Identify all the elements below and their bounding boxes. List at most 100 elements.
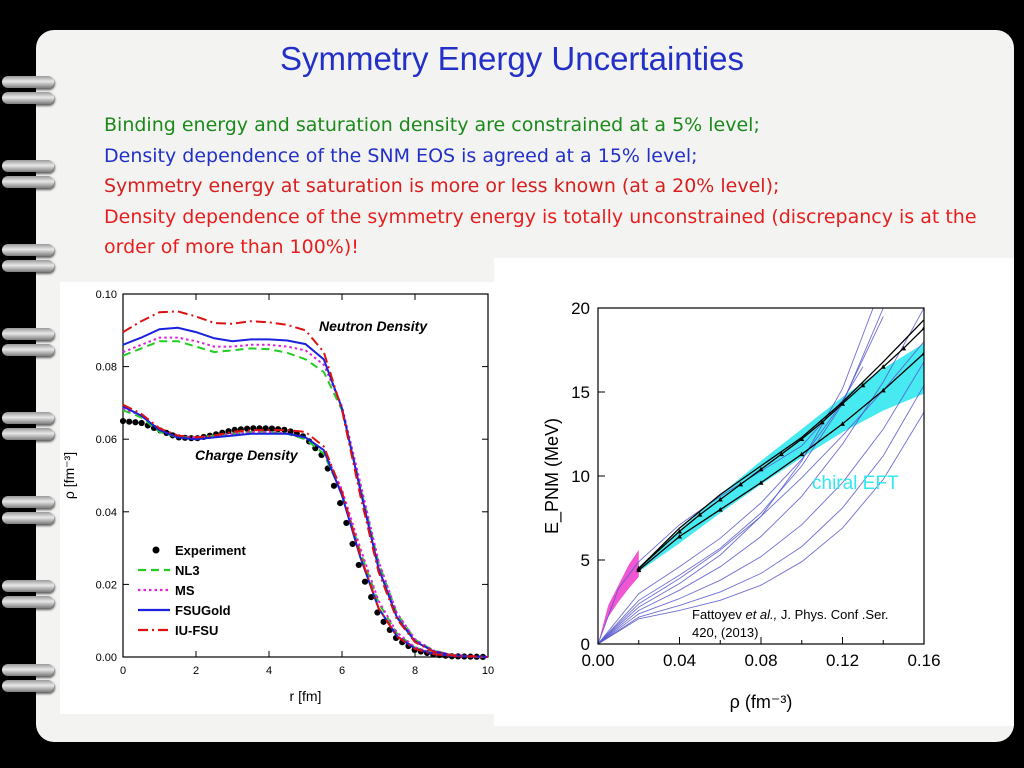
- binding-ring: [2, 412, 54, 424]
- series-marker: [717, 497, 723, 502]
- binding-ring: [2, 580, 54, 592]
- x-tick-label: 4: [266, 665, 272, 677]
- experiment-point: [281, 426, 288, 433]
- binding-ring: [2, 176, 54, 188]
- experiment-point: [349, 540, 356, 548]
- y-tick-label: 0.06: [96, 434, 117, 446]
- binding-ring: [2, 428, 54, 440]
- y-tick-label: 10: [571, 467, 590, 486]
- binding-ring: [2, 260, 54, 272]
- y-tick-label: 0.04: [96, 507, 117, 519]
- series-marker: [758, 480, 764, 485]
- y-tick-label: 0.10: [96, 289, 117, 301]
- plot-area: [598, 308, 924, 644]
- y-tick-label: 5: [581, 551, 590, 570]
- slide-title: Symmetry Energy Uncertainties: [280, 40, 744, 77]
- series-marker: [840, 401, 845, 406]
- model-curve: [598, 308, 884, 644]
- x-tick-label: 0.08: [744, 651, 777, 670]
- experiment-point: [374, 609, 381, 616]
- series-marker: [880, 364, 886, 369]
- experiment-point: [225, 428, 232, 435]
- citation-line-2: 420, (2013): [692, 625, 759, 640]
- legend-entry-iu-fsu: IU-FSU: [138, 623, 218, 638]
- x-tick-label: 0: [120, 665, 126, 677]
- y-tick-label: 15: [571, 383, 590, 402]
- experiment-point: [138, 419, 145, 427]
- legend-label: FSUGold: [175, 603, 231, 618]
- binding-ring: [2, 664, 54, 676]
- series-marker: [717, 507, 723, 512]
- y-axis-label: ρ [fm⁻³]: [61, 452, 77, 499]
- series-charge-iu-fsu: [122, 403, 489, 658]
- experiment-point: [330, 482, 338, 489]
- binding-ring: [2, 596, 54, 608]
- pnm-energy-figure: 0.00 0.04 0.08 0.12 0.16 0 5 10 15 20 ρ (fm⁻³) E_PN…: [494, 258, 1014, 726]
- series-marker: [880, 387, 886, 393]
- series-line: [638, 319, 924, 569]
- legend-marker: [152, 546, 160, 554]
- experiment-point: [361, 578, 369, 585]
- series-marker: [799, 436, 805, 442]
- x-tick-label: 0.04: [663, 651, 696, 670]
- citation-line-1: Fattoyev et al., J. Phys. Conf .Ser.: [692, 607, 889, 622]
- band-low-density: [598, 549, 639, 644]
- series-marker: [799, 451, 805, 457]
- x-tick-label: 10: [482, 665, 494, 677]
- citation-etal: et al.,: [745, 607, 780, 622]
- model-curve: [598, 316, 884, 644]
- y-axis-label: E_PNM (MeV): [542, 418, 563, 534]
- experiment-point: [119, 417, 127, 425]
- experiment-point: [268, 425, 276, 432]
- series-line: [638, 352, 924, 571]
- binding-ring: [2, 680, 54, 692]
- y-tick-label: 0.02: [96, 579, 117, 591]
- series-line: [638, 327, 924, 569]
- binding-ring: [2, 92, 54, 104]
- plot-frame: [122, 293, 489, 658]
- experiment-point: [368, 594, 375, 601]
- series-charge-nl3: [122, 409, 489, 658]
- legend-label: MS: [175, 583, 195, 598]
- x-axis-label: ρ (fm⁻³): [730, 692, 793, 712]
- series-charge-fsugold: [122, 405, 489, 658]
- series-marker: [921, 325, 924, 331]
- model-curve: [598, 411, 924, 644]
- experiment-point: [337, 499, 344, 507]
- series-marker: [677, 533, 682, 539]
- legend-label: IU-FSU: [175, 623, 218, 638]
- x-axis-label: r [fm]: [290, 688, 322, 704]
- bullet-snm-eos: Density dependence of the SNM EOS is agr…: [104, 144, 698, 167]
- density-profile-figure: 0 2 4 6 8 10 0.00 0.02 0.04 0.06 0.08 0.10 r [fm] ρ […: [60, 282, 496, 714]
- binding-ring: [2, 244, 54, 256]
- experiment-point: [262, 425, 269, 432]
- x-tick-label: 2: [193, 665, 199, 677]
- series-marker: [677, 528, 682, 534]
- x-tick-label: 6: [339, 665, 345, 677]
- bullet-symmetry-density: Density dependence of the symmetry energ…: [104, 205, 977, 259]
- series-marker: [901, 345, 907, 351]
- series-marker: [778, 451, 784, 457]
- legend-label: NL3: [175, 563, 200, 578]
- binding-ring: [2, 328, 54, 340]
- binding-ring: [2, 160, 54, 172]
- bullet-symmetry-saturation: Symmetry energy at saturation is more or…: [104, 175, 780, 197]
- charge-density-annotation: Charge Density: [195, 447, 299, 463]
- model-curve: [598, 385, 924, 644]
- bullet-list: Binding energy and saturation density ar…: [104, 110, 1004, 263]
- legend-entry-nl3: NL3: [138, 563, 200, 578]
- y-tick-label: 0.00: [96, 652, 117, 664]
- x-tick-label: 0.16: [907, 651, 940, 670]
- x-tick-label: 8: [412, 665, 418, 677]
- legend-label: Experiment: [175, 543, 246, 558]
- series-charge-ms: [122, 407, 489, 658]
- chiral-eft-label: chiral EFT: [812, 473, 899, 494]
- series-marker: [738, 481, 744, 487]
- series-marker: [697, 512, 703, 517]
- series-model-3: [638, 319, 924, 569]
- series-marker: [758, 466, 764, 472]
- neutron-density-annotation: Neutron Density: [319, 318, 428, 334]
- legend-entry-fsugold: FSUGold: [138, 603, 231, 618]
- experiment-point: [343, 519, 350, 527]
- x-tick-label: 0.00: [581, 651, 614, 670]
